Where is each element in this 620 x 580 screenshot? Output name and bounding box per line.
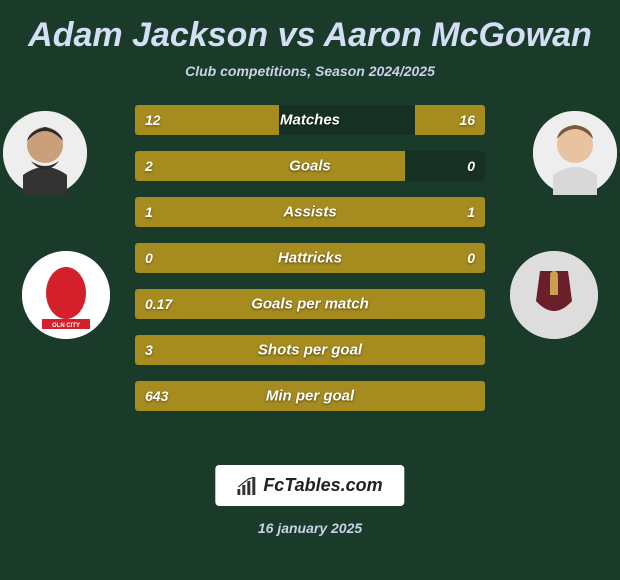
stat-label: Goals per match xyxy=(251,296,369,313)
stat-value-right: 0 xyxy=(467,158,475,174)
subtitle: Club competitions, Season 2024/2025 xyxy=(0,63,620,97)
stat-row: 643 Min per goal xyxy=(135,381,485,411)
stat-value-left: 3 xyxy=(145,342,153,358)
stat-value-right: 16 xyxy=(459,112,475,128)
stat-label: Shots per goal xyxy=(258,342,362,359)
player2-club-crest xyxy=(510,251,598,339)
stat-label: Hattricks xyxy=(278,250,342,267)
svg-text:OLN CITY: OLN CITY xyxy=(52,323,80,329)
stat-value-right: 0 xyxy=(467,250,475,266)
stat-row: 3 Shots per goal xyxy=(135,335,485,365)
player1-club-crest: OLN CITY xyxy=(22,251,110,339)
stat-row: 12 16 Matches xyxy=(135,105,485,135)
stat-value-left: 1 xyxy=(145,204,153,220)
stat-value-left: 2 xyxy=(145,158,153,174)
page-title: Adam Jackson vs Aaron McGowan xyxy=(0,0,620,63)
stat-label: Goals xyxy=(289,158,331,175)
stat-value-left: 0.17 xyxy=(145,296,172,312)
stat-label: Matches xyxy=(280,112,340,129)
stat-value-left: 0 xyxy=(145,250,153,266)
stat-value-right: 1 xyxy=(467,204,475,220)
stat-row: 2 0 Goals xyxy=(135,151,485,181)
stat-row: 0.17 Goals per match xyxy=(135,289,485,319)
watermark-text: FcTables.com xyxy=(263,475,382,496)
bar-fill-left xyxy=(135,151,405,181)
stat-value-left: 12 xyxy=(145,112,161,128)
player2-avatar xyxy=(533,111,617,195)
stat-label: Min per goal xyxy=(266,388,354,405)
stat-row: 1 1 Assists xyxy=(135,197,485,227)
stat-bars: 12 16 Matches 2 0 Goals 1 1 Assists 0 0 Hattricks 0.… xyxy=(135,105,485,427)
stat-value-left: 643 xyxy=(145,388,168,404)
stat-label: Assists xyxy=(283,204,336,221)
watermark: FcTables.com xyxy=(215,465,404,506)
comparison-content: OLN CITY 12 16 Matches 2 0 Goals 1 1 Assists 0 0 Ha… xyxy=(0,97,620,437)
stat-row: 0 0 Hattricks xyxy=(135,243,485,273)
chart-icon xyxy=(237,477,257,495)
player1-avatar xyxy=(3,111,87,195)
date-label: 16 january 2025 xyxy=(258,520,362,536)
